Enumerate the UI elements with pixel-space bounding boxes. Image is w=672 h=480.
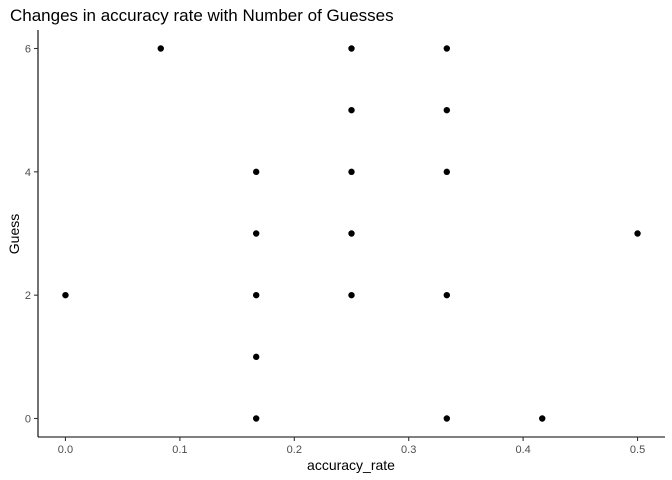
data-point: [443, 168, 451, 176]
data-point: [157, 45, 164, 52]
data-point: [252, 291, 260, 299]
data-point: [443, 106, 451, 114]
data-point: [348, 168, 355, 176]
data-point: [348, 230, 355, 237]
data-point: [252, 353, 260, 361]
y-tick-label: 2: [25, 290, 31, 302]
data-point: [443, 291, 451, 299]
y-tick-label: 4: [25, 167, 31, 179]
x-tick-label: 0.1: [172, 444, 187, 456]
data-point: [443, 45, 451, 52]
data-point: [348, 291, 355, 299]
data-point: [62, 291, 69, 299]
x-tick-label: 0.3: [401, 444, 416, 456]
x-axis-title: accuracy_rate: [307, 457, 395, 473]
data-points: [62, 45, 641, 422]
y-tick-label: 6: [25, 44, 31, 56]
y-axis-ticks: 0 2 4 6: [25, 44, 38, 426]
x-tick-label: 0.2: [287, 444, 302, 456]
y-axis-title: Guess: [6, 214, 22, 254]
x-tick-label: 0.4: [515, 444, 530, 456]
plot-area: 0.0 0.1 0.2 0.3 0.4 0.5 0 2 4 6: [25, 30, 665, 456]
y-tick-label: 0: [25, 414, 31, 426]
data-point: [634, 230, 641, 237]
data-point: [443, 415, 451, 422]
data-point: [252, 415, 260, 422]
data-point: [348, 45, 355, 52]
x-axis-ticks: 0.0 0.1 0.2 0.3 0.4 0.5: [58, 437, 645, 456]
data-point: [348, 106, 355, 114]
data-point: [539, 415, 546, 422]
data-point: [252, 230, 260, 237]
x-tick-label: 0.5: [630, 444, 645, 456]
x-tick-label: 0.0: [58, 444, 73, 456]
data-point: [252, 168, 260, 176]
chart-title: Changes in accuracy rate with Number of …: [10, 6, 394, 25]
